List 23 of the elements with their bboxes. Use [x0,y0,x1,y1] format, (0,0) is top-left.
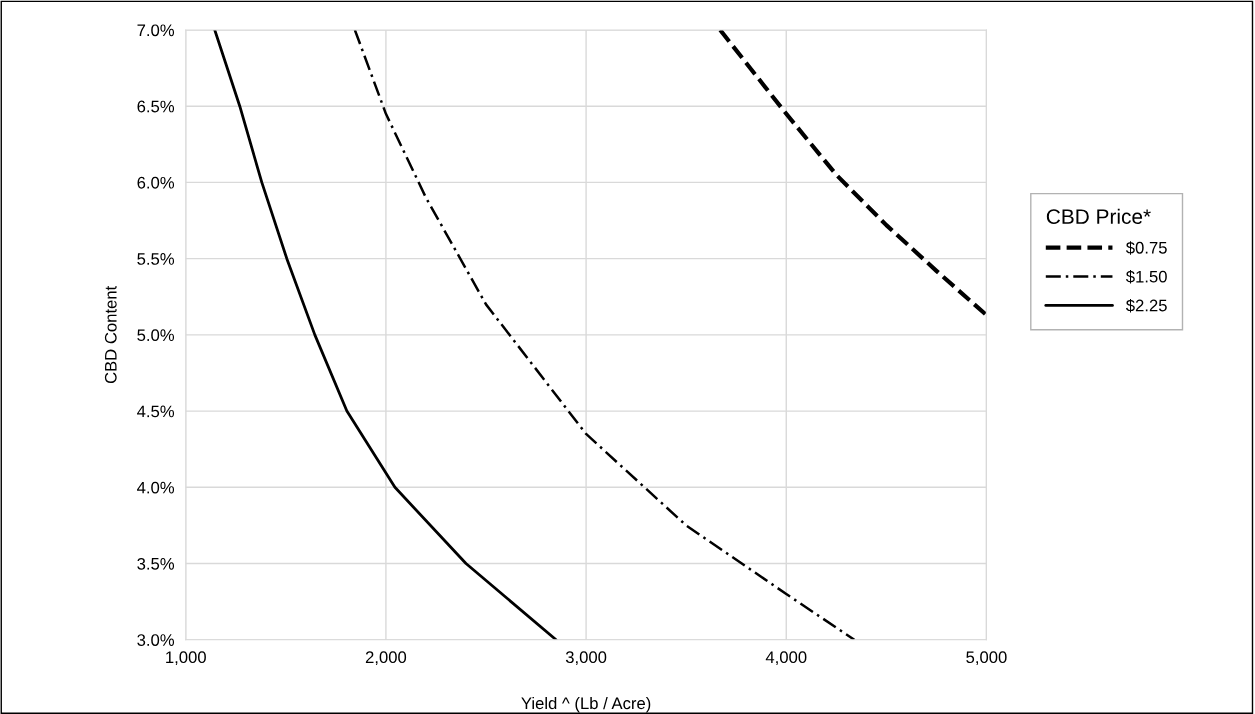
x-tick-label: 1,000 [166,651,206,666]
legend-label: $2.25 [1125,298,1167,313]
y-tick-label: 3.0% [137,634,175,646]
line-series [718,29,987,318]
y-tick-label: 5.0% [137,329,175,342]
x-tick-label: 5,000 [966,651,1007,666]
y-tick-label: 3.5% [137,557,175,570]
legend-title: CBD Price* [1046,208,1151,224]
line-series [213,29,558,640]
legend-label: $1.50 [1125,270,1167,284]
y-tick-label: 4.0% [137,481,175,494]
legend-label: $0.75 [1125,241,1167,255]
y-tick-label: 4.5% [137,405,175,418]
x-tick-label: 4,000 [765,651,807,666]
y-tick-label: 5.5% [137,253,175,265]
y-tick-label: 6.0% [137,176,175,189]
x-axis-title: Yield ^ (Lb / Acre) [521,696,651,713]
x-tick-label: 2,000 [365,651,407,666]
y-axis-title: CBD Content [104,285,117,384]
x-tick-label: 3,000 [565,651,607,666]
y-tick-label: 6.5% [137,100,175,113]
y-tick-label: 7.0% [137,24,175,37]
line-series [353,29,856,640]
